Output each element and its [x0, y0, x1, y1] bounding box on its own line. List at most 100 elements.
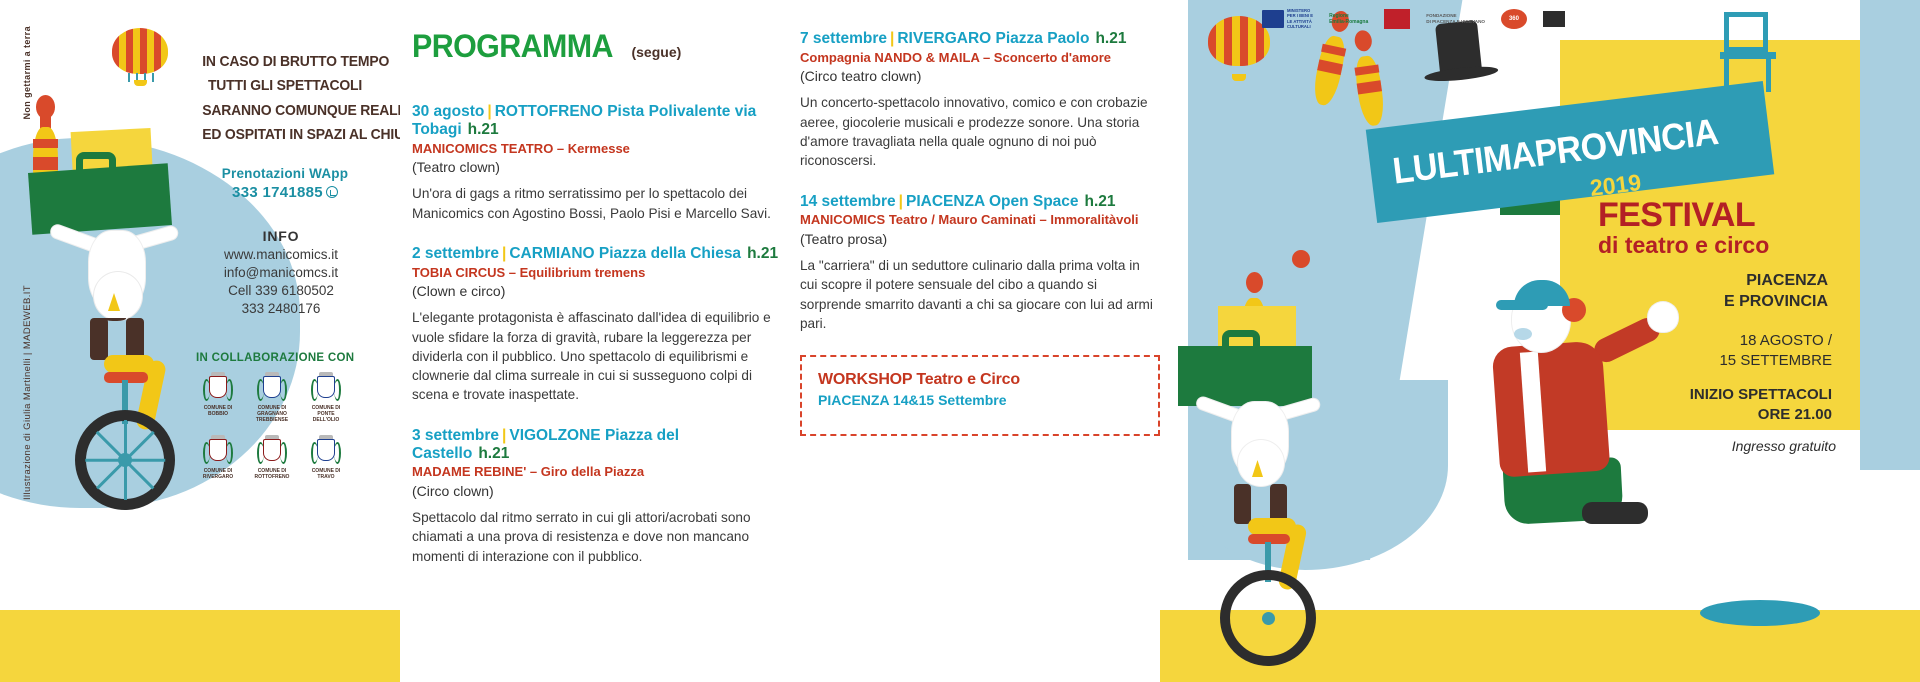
poster-clown-head [1238, 440, 1284, 486]
event-date: 14 settembre [800, 192, 896, 210]
poster-unicycle-wheel [1220, 570, 1316, 666]
programme-heading: PROGRAMMA (segue) [412, 28, 780, 65]
festival-label: FESTIVAL [1598, 196, 1756, 234]
event-company: MANICOMICS TEATRO – Kermesse [412, 140, 630, 156]
workshop-title: WORKSHOP Teatro e Circo [818, 371, 1020, 389]
event-date: 3 settembre [412, 426, 500, 444]
poster-green-suitcase [1178, 346, 1312, 406]
event-item: 7 settembre | RIVERGARO Piazza Paolo h.21 C… [800, 30, 1160, 171]
poster-suitcase-handle [1222, 330, 1260, 350]
crest-label: COMUNE DI BOBBIO [203, 405, 233, 417]
green-suitcase-shape [28, 163, 172, 235]
info-email[interactable]: info@manicomcs.it [223, 265, 339, 281]
poster-clown-leg [1248, 518, 1296, 535]
notice-line-4: ED OSPITATI IN SPAZI AL CHIUSO [202, 125, 400, 143]
trecentosessanta-mark-icon: 360 [1500, 8, 1527, 29]
info-website[interactable]: www.manicomics.it [223, 247, 339, 262]
info-title: INFO [262, 228, 300, 244]
event-place: PIACENZA Open Space [905, 192, 1079, 210]
event-separator: | [890, 30, 895, 47]
reservations-phone[interactable]: 333 1741885 [196, 184, 374, 201]
event-hour: h.21 [478, 444, 510, 462]
crest-label: COMUNE DI ROTTOFRENO [254, 468, 290, 480]
event-genre: (Circo teatro clown) [800, 68, 922, 85]
event-separator: | [502, 426, 507, 444]
festival-city: PIACENZA E PROVINCIA [1723, 272, 1828, 310]
red-clown-body [1491, 340, 1611, 478]
festival-dates: 18 AGOSTO / 15 SETTEMBRE [1719, 331, 1832, 369]
event-header: 2 settembre | CARMIANO Piazza della Chiesa… [412, 245, 780, 263]
illustration-credit-label: Illustrazione di Giulia Martinelli | MAD… [22, 285, 33, 501]
chair-icon [1720, 12, 1780, 92]
blue-puddle-shape [1700, 600, 1820, 626]
comune-piacenza-logo [1384, 8, 1411, 29]
ministero-mark-icon [1262, 9, 1284, 28]
fondazione-logo: FONDAZIONE DI PIACENZA E VIGEVANO [1426, 13, 1485, 24]
clown-leg [104, 355, 154, 373]
banca-mark-icon [1542, 10, 1565, 27]
collaboration-title: IN COLLABORAZIONE CON [196, 352, 355, 364]
event-date: 30 agosto [412, 103, 485, 120]
crest-label: COMUNE DI RIVERGARO [202, 468, 234, 480]
programme-title: PROGRAMMA [412, 28, 613, 64]
poster-right-blue-strip [1860, 0, 1920, 470]
poster-clown-vest-left [1234, 484, 1251, 524]
collaboration-block: IN COLLABORAZIONE CON COMUNE DI BOBBIO C… [196, 352, 386, 481]
event-place: VIGOLZONE Piazza del Castello [412, 426, 680, 462]
bad-weather-notice: IN CASO DI BRUTTO TEMPO TUTTI GLI SPETTA… [196, 50, 400, 147]
programme-column-continued: 7 settembre | RIVERGARO Piazza Paolo h.21 C… [800, 0, 1160, 437]
fondazione-label: FONDAZIONE DI PIACENZA E VIGEVANO [1426, 13, 1485, 24]
unicycle-wheel [75, 410, 175, 510]
event-date: 7 settembre [800, 30, 888, 47]
event-hour: h.21 [1084, 192, 1116, 210]
regione-label: Regione Emilia-Romagna [1329, 12, 1369, 25]
event-header: 3 settembre | VIGOLZONE Piazza del Castell… [412, 427, 780, 463]
festival-start-time: INIZIO SPETTACOLI ORE 21.00 [1689, 386, 1832, 424]
crest-row-top: COMUNE DI BOBBIO COMUNE DI GRAGNANO TREB… [196, 372, 386, 423]
unicycle-seat [104, 372, 148, 383]
comune-mark-icon [1384, 8, 1411, 29]
notice-line-2: TUTTI GLI SPETTACOLI [207, 77, 363, 95]
crest-gragnano: COMUNE DI GRAGNANO TREBBIENSE [250, 372, 294, 423]
event-item: 3 settembre | VIGOLZONE Piazza del Castell… [412, 427, 780, 566]
crest-label: COMUNE DI PONTE DELL'OLIO [311, 405, 341, 423]
event-genre: (Teatro clown) [412, 159, 500, 176]
info-cell-2: 333 2480176 [241, 301, 321, 317]
red-clown-figure [1456, 262, 1686, 562]
banca-logo [1542, 10, 1565, 27]
reservations-phone-number: 333 1741885 [232, 184, 323, 201]
left-illustration-panel: Non gettarmi a terra Illustrazione di Gi… [0, 0, 400, 682]
festival-name-text: LULTIMAPROVINCIA [1390, 110, 1721, 192]
info-cell-1: Cell 339 6180502 [228, 283, 334, 299]
event-separator: | [487, 103, 492, 120]
event-separator: | [898, 192, 903, 210]
event-description: Un concerto-spettacolo innovativo, comic… [800, 95, 1148, 169]
crest-bobbio: COMUNE DI BOBBIO [196, 372, 240, 423]
suitcase-handle-shape [76, 152, 116, 172]
red-clown-cheek [1514, 328, 1532, 340]
poster-unicycle-hub [1262, 612, 1275, 625]
poster-clown-nose-icon [1252, 460, 1263, 477]
ministero-logo: MINISTERO PER I BENI E LE ATTIVITÀ CULTU… [1262, 8, 1313, 29]
crest-travo: COMUNE DI TRAVO [304, 435, 348, 481]
crest-label: COMUNE DI GRAGNANO TREBBIENSE [255, 405, 289, 423]
workshop-subtitle: PIACENZA 14&15 Settembre [818, 392, 1007, 409]
poster-balloon-icon [1208, 16, 1270, 82]
reservations-block: Prenotazioni WApp 333 1741885 [196, 166, 374, 201]
trecentosessanta-logo: 360 [1500, 8, 1527, 29]
event-header: 14 settembre | PIACENZA Open Space h.21 [800, 193, 1160, 211]
festival-poster: LULTIMAPROVINCIA 2019 FESTIVAL di teatro… [1160, 0, 1920, 682]
event-place: CARMIANO Piazza della Chiesa [509, 244, 742, 262]
yellow-floor-strip [0, 610, 400, 682]
ministero-label: MINISTERO PER I BENI E LE ATTIVITÀ CULTU… [1287, 8, 1314, 29]
unicycle-hub [118, 453, 132, 467]
poster-clown-vest-right [1270, 484, 1287, 524]
clown-head [94, 272, 142, 320]
festival-subtitle: di teatro e circo [1598, 232, 1770, 258]
event-description: La "carriera" di un seduttore culinario … [800, 258, 1153, 331]
event-place: RIVERGARO Piazza Paolo [897, 30, 1090, 47]
event-separator: | [502, 244, 507, 262]
festival-free-entry: Ingresso gratuito [1731, 437, 1836, 454]
festival-details: FESTIVAL di teatro e circo PIACENZA E PR… [1598, 198, 1858, 454]
